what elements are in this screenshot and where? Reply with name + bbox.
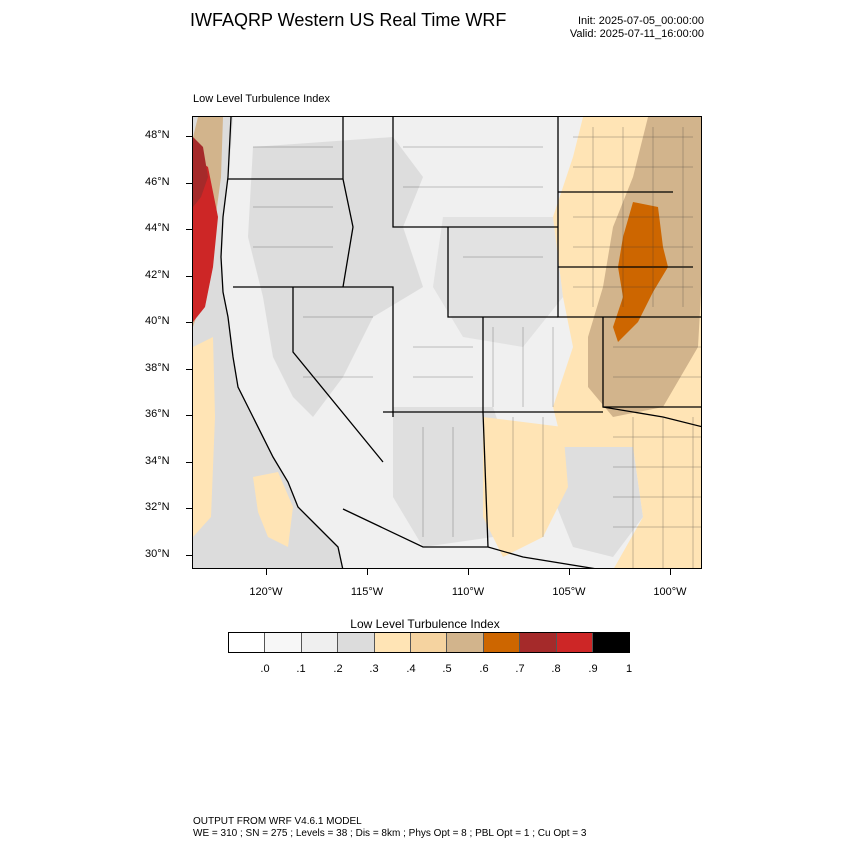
- colorbar-box: [338, 633, 375, 652]
- lat-label-38n: 38°N: [145, 362, 170, 374]
- lon-label-120w: 120°W: [249, 586, 283, 598]
- field-label: Low Level Turbulence Index: [193, 93, 330, 105]
- colorbar-label: .9: [588, 663, 598, 675]
- colorbar-box: [265, 633, 302, 652]
- lat-label-40n: 40°N: [145, 315, 170, 327]
- lat-tick: [186, 276, 192, 277]
- colorbar-box: [301, 633, 339, 652]
- lon-tick: [670, 569, 671, 575]
- colorbar-box: [556, 633, 593, 652]
- lat-tick: [186, 369, 192, 370]
- lat-tick: [186, 322, 192, 323]
- colorbar-box: [592, 633, 630, 652]
- grey-terrain-central: [433, 217, 563, 347]
- grey-terrain-texas: [553, 447, 643, 557]
- light-orange-ocean-strip: [193, 337, 215, 537]
- boundary-nv-ut: [293, 286, 394, 417]
- valid-time: Valid: 2025-07-11_16:00:00: [569, 28, 704, 40]
- colorbar-label: .7: [515, 663, 525, 675]
- colorbar-box: [483, 633, 521, 652]
- light-orange-southwest: [483, 417, 568, 557]
- lat-tick: [186, 229, 192, 230]
- county-lines: [253, 127, 701, 568]
- colorbar-label: .6: [479, 663, 489, 675]
- colorbar: [228, 632, 631, 653]
- lat-label-36n: 36°N: [145, 408, 170, 420]
- colorbar-label: 1: [625, 663, 633, 675]
- boundary-wy-co: [447, 227, 558, 318]
- map-panel: [192, 116, 702, 569]
- init-time: Init: 2025-07-05_00:00:00: [578, 15, 704, 27]
- lon-label-115w: 115°W: [350, 586, 384, 598]
- colorbar-box: [520, 633, 557, 652]
- boundary-nm-tx: [482, 411, 489, 548]
- boundary-dakotas: [557, 117, 701, 318]
- lat-label-48n: 48°N: [145, 129, 170, 141]
- lat-label-30n: 30°N: [145, 548, 170, 560]
- lat-tick: [186, 508, 192, 509]
- colorbar-label: .8: [551, 663, 561, 675]
- boundary-mexico: [342, 508, 595, 568]
- lat-label-34n: 34°N: [145, 455, 170, 467]
- lon-tick: [266, 569, 267, 575]
- turbulence-map: [193, 117, 701, 568]
- lat-tick: [186, 136, 192, 137]
- darkred-coastal-band: [193, 137, 208, 207]
- boundary-mt-wy: [392, 117, 558, 228]
- colorbar-box: [229, 633, 266, 652]
- model-footer-line1: OUTPUT FROM WRF V4.6.1 MODEL: [193, 816, 362, 827]
- colorbar-box: [374, 633, 411, 652]
- colorbar-box: [410, 633, 448, 652]
- model-footer-line2: WE = 310 ; SN = 275 ; Levels = 38 ; Dis …: [193, 828, 587, 839]
- colorbar-label: .5: [442, 663, 452, 675]
- plot-title: IWFAQRP Western US Real Time WRF: [190, 10, 507, 30]
- colorbar-label: .0: [260, 663, 270, 675]
- colorbar-title: Low Level Turbulence Index: [350, 617, 500, 631]
- light-orange-offshore: [253, 472, 293, 547]
- boundary-id: [342, 117, 354, 288]
- lat-tick: [186, 462, 192, 463]
- lat-label-42n: 42°N: [145, 269, 170, 281]
- colorbar-label: .3: [369, 663, 379, 675]
- colorbar-box: [447, 633, 484, 652]
- orange-core: [613, 202, 668, 342]
- lat-label-32n: 32°N: [145, 501, 170, 513]
- lat-tick: [186, 555, 192, 556]
- state-boundaries: [220, 117, 701, 568]
- colorbar-label: .1: [296, 663, 306, 675]
- lon-label-105w: 105°W: [552, 586, 586, 598]
- lon-tick: [468, 569, 469, 575]
- lon-tick: [367, 569, 368, 575]
- lon-label-100w: 100°W: [653, 586, 687, 598]
- boundary-ca-nv: [292, 287, 384, 463]
- lat-label-46n: 46°N: [145, 176, 170, 188]
- lon-label-110w: 110°W: [451, 586, 485, 598]
- lon-tick: [569, 569, 570, 575]
- lat-label-44n: 44°N: [145, 222, 170, 234]
- colorbar-label: .4: [406, 663, 416, 675]
- coastline: [220, 117, 344, 568]
- lat-tick: [186, 415, 192, 416]
- lat-tick: [186, 183, 192, 184]
- colorbar-label: .2: [333, 663, 343, 675]
